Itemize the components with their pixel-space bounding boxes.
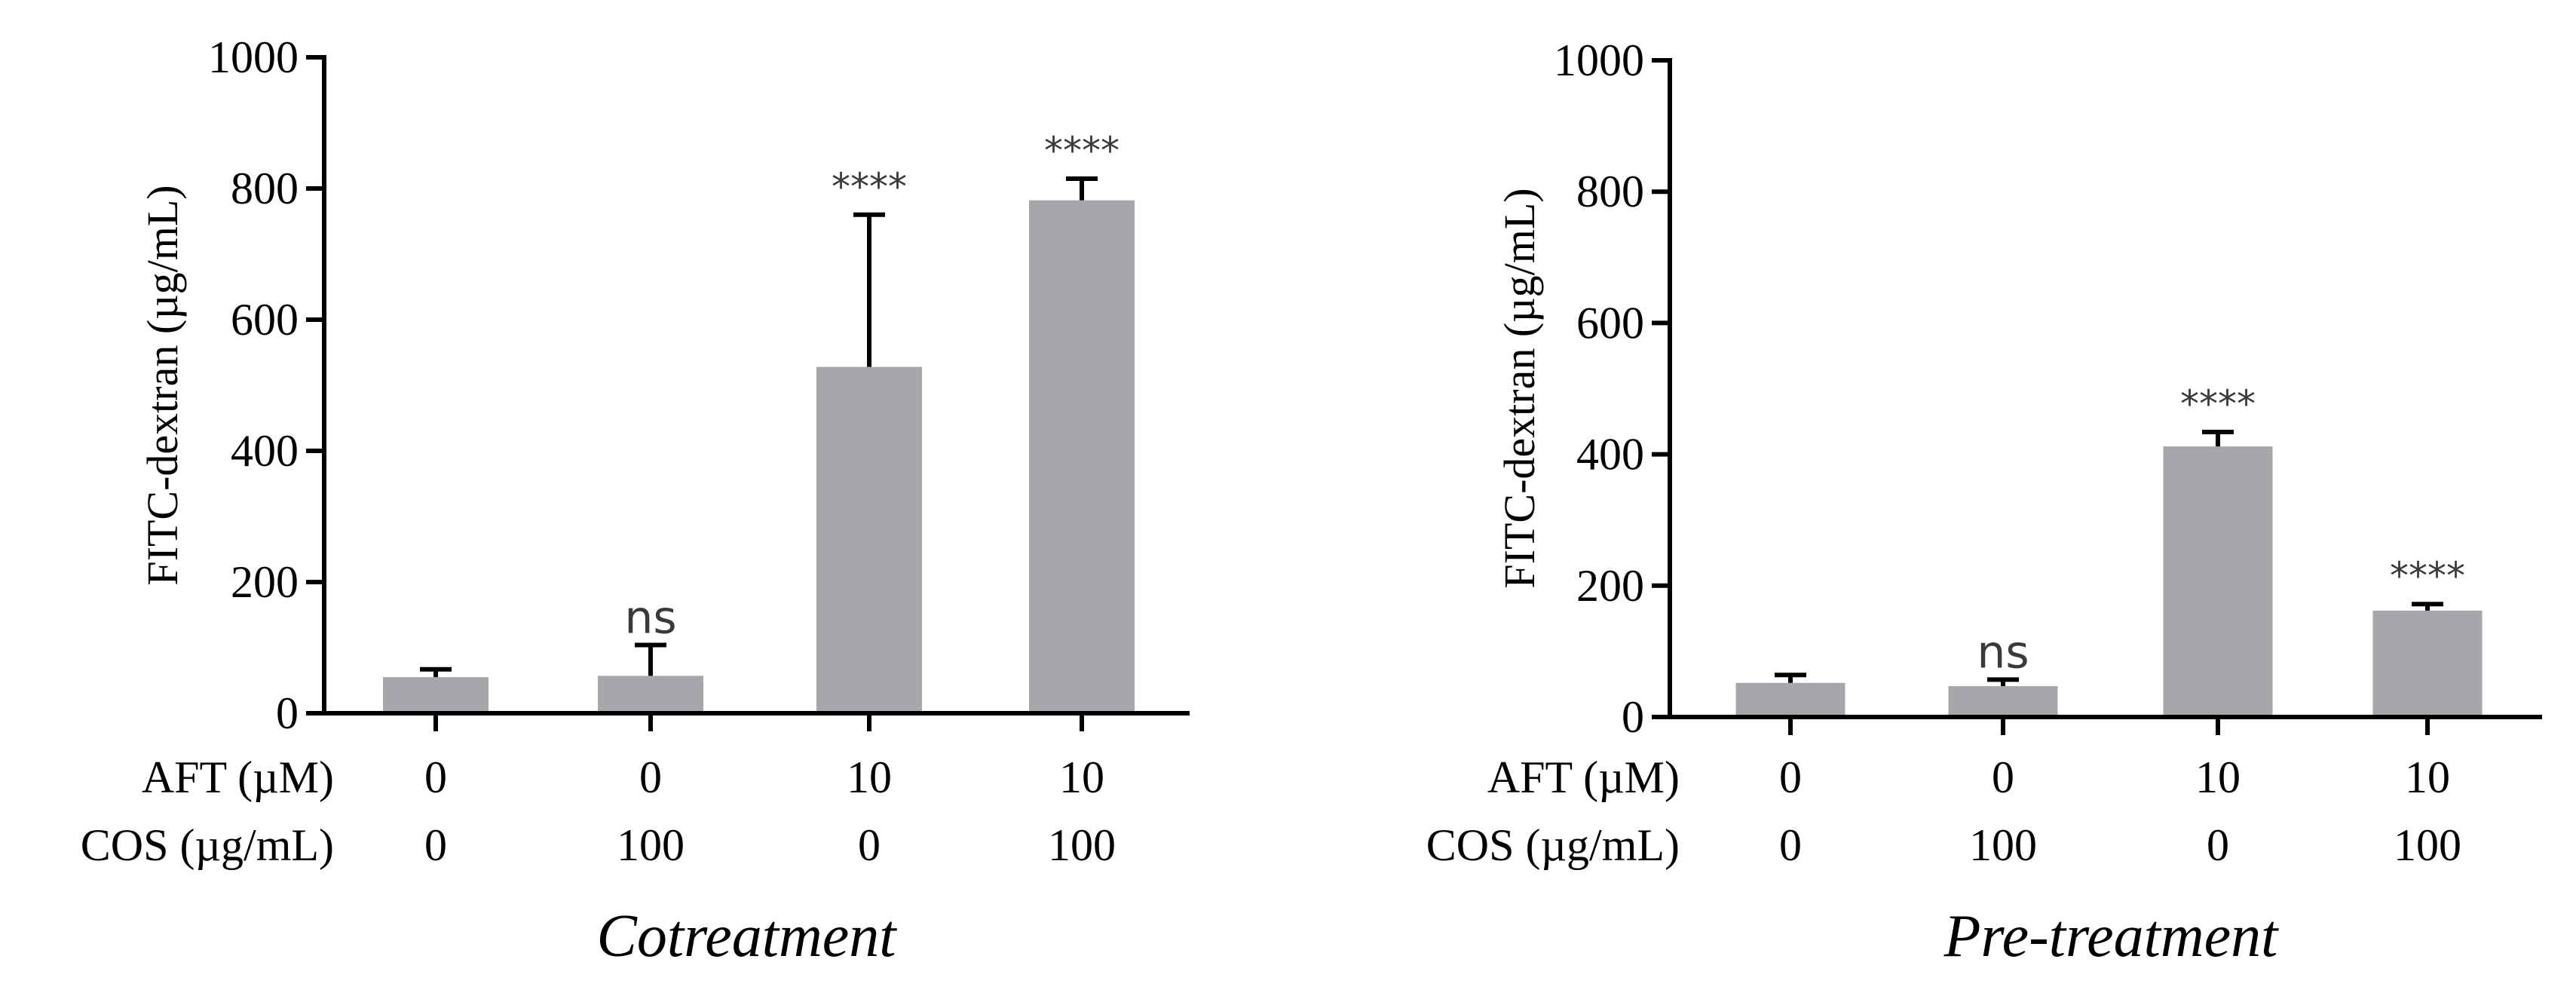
significance-label-2: ns [1977, 626, 2029, 679]
y-tick-label-0: 0 [1622, 692, 1644, 742]
bar-3 [2163, 446, 2273, 717]
bar-2 [598, 676, 703, 713]
significance-label-4: **** [2390, 554, 2465, 598]
bar-1 [1735, 682, 1845, 717]
aft-value-1: 0 [424, 752, 447, 802]
aft-value-2: 0 [639, 752, 662, 802]
y-tick-label-400: 400 [1576, 430, 1644, 480]
significance-label-4: **** [1044, 129, 1120, 173]
error-bar-2 [635, 642, 666, 676]
cos-value-2: 100 [1969, 820, 2037, 870]
aft-value-4: 10 [1059, 752, 1104, 802]
bar-4 [1029, 200, 1135, 713]
cos-value-4: 100 [1048, 820, 1116, 870]
axes [1668, 58, 2542, 719]
error-bar-1 [420, 666, 452, 678]
y-tick-label-200: 200 [231, 557, 299, 607]
y-tick-label-600: 600 [231, 295, 299, 345]
y-tick-label-600: 600 [1576, 298, 1644, 348]
bar-4 [2372, 610, 2483, 717]
cos-value-4: 100 [2394, 820, 2461, 870]
y-tick-label-0: 0 [276, 688, 299, 738]
aft-value-2: 0 [1992, 752, 2014, 802]
cos-value-3: 0 [2207, 820, 2229, 870]
y-tick-label-800: 800 [231, 164, 299, 213]
row-label-cos: COS (µg/mL) [1426, 820, 1680, 870]
error-bar-4 [1066, 176, 1098, 201]
significance-label-2: ns [624, 592, 676, 645]
significance-label-3: **** [2180, 382, 2256, 426]
axes [322, 55, 1190, 715]
y-tick-label-200: 200 [1576, 561, 1644, 611]
error-bar-4 [2412, 602, 2443, 611]
panel-title: Cotreatment [597, 903, 898, 970]
row-label-aft: AFT (µM) [142, 752, 334, 802]
bar-2 [1948, 686, 2058, 717]
y-tick-label-800: 800 [1576, 167, 1644, 216]
significance-label-3: **** [832, 165, 907, 209]
row-label-aft: AFT (µM) [1487, 752, 1680, 802]
row-label-cos: COS (µg/mL) [81, 820, 334, 870]
error-bar-2 [1987, 677, 2019, 687]
error-bar-1 [1775, 673, 1806, 683]
error-bar-3 [2202, 429, 2234, 447]
chart-panel-1: ns********02004006008001000FITC-dextran … [81, 32, 1190, 970]
aft-value-4: 10 [2405, 752, 2450, 802]
y-tick-label-1000: 1000 [208, 32, 299, 82]
chart-panel-2: ns********02004006008001000FITC-dextran … [1426, 35, 2542, 970]
cos-value-3: 0 [858, 820, 881, 870]
y-axis-label: FITC-dextran (µg/mL) [1495, 188, 1544, 588]
cos-value-1: 0 [1779, 820, 1802, 870]
aft-value-3: 10 [847, 752, 892, 802]
bar-3 [816, 366, 922, 713]
aft-value-3: 10 [2195, 752, 2241, 802]
aft-value-1: 0 [1779, 752, 1802, 802]
bar-1 [383, 677, 489, 713]
y-tick-label-400: 400 [231, 426, 299, 476]
cos-value-2: 100 [617, 820, 685, 870]
error-bar-3 [853, 212, 885, 367]
panel-title: Pre-treatment [1943, 903, 2280, 970]
y-axis-label: FITC-dextran (µg/mL) [138, 185, 187, 585]
cos-value-1: 0 [424, 820, 447, 870]
y-tick-label-1000: 1000 [1554, 35, 1644, 85]
